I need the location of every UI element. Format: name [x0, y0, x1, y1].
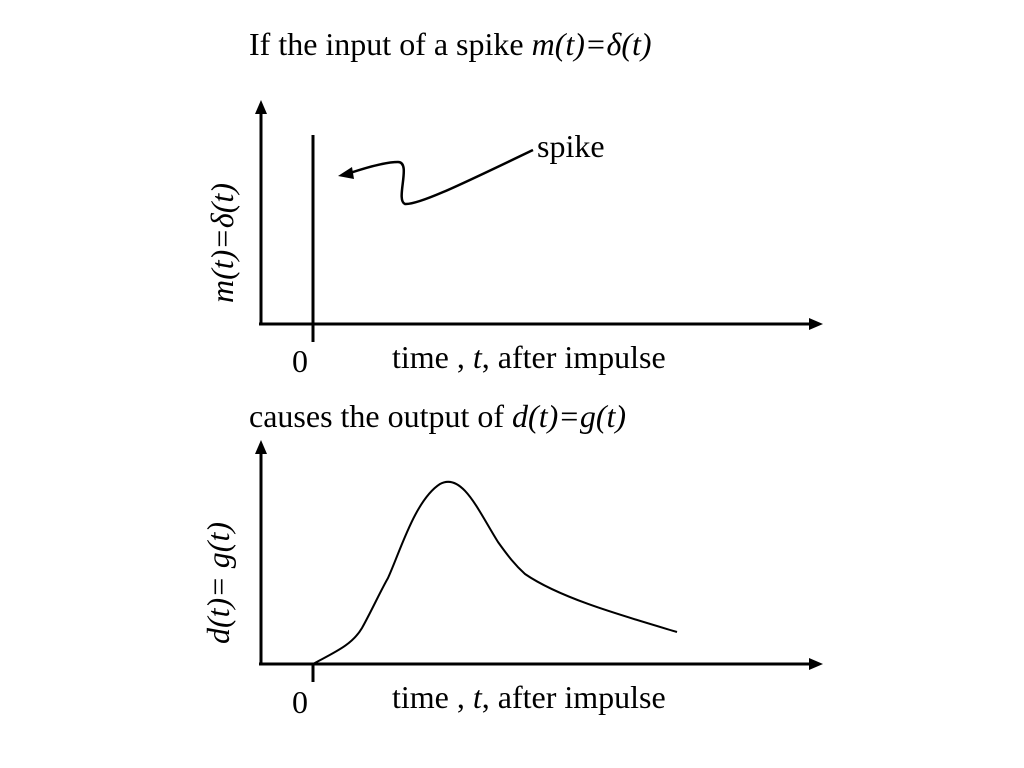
bottom-y-axis-arrowhead — [255, 440, 267, 454]
bottom-y-axis-label: d(t)= g(t) — [200, 522, 236, 644]
top-x-label-prefix: time , — [392, 339, 473, 375]
spike-pointer-arrowhead — [338, 167, 354, 179]
top-origin-label: 0 — [292, 343, 308, 379]
mid-title-prefix: causes the output of — [249, 398, 513, 434]
mid-title: causes the output of d(t)=g(t) — [249, 400, 626, 432]
bottom-origin-label: 0 — [292, 684, 308, 720]
top-y-axis-arrowhead — [255, 100, 267, 114]
response-curve — [312, 480, 678, 665]
mid-title-formula: d(t)=g(t) — [512, 398, 627, 434]
spike-annotation-label: spike — [537, 128, 605, 164]
top-x-label-suffix: , after impulse — [481, 339, 666, 375]
top-x-label-var: t — [472, 339, 482, 375]
top-title: If the input of a spike m(t)=δ(t) — [249, 28, 652, 60]
bottom-x-axis-arrowhead — [809, 658, 823, 670]
bottom-axes — [255, 440, 823, 682]
top-x-axis-label: time , t, after impulse — [392, 341, 666, 373]
top-title-formula: m(t)=δ(t) — [531, 26, 652, 62]
top-y-axis-label: m(t)=δ(t) — [204, 183, 240, 303]
top-title-prefix: If the input of a spike — [249, 26, 532, 62]
bottom-x-axis-label: time , t, after impulse — [392, 681, 666, 713]
top-axes — [255, 100, 823, 342]
bottom-x-label-suffix: , after impulse — [481, 679, 666, 715]
top-x-axis-arrowhead — [809, 318, 823, 330]
bottom-x-label-prefix: time , — [392, 679, 473, 715]
spike-pointer-curve — [349, 148, 534, 206]
bottom-x-label-var: t — [472, 679, 482, 715]
